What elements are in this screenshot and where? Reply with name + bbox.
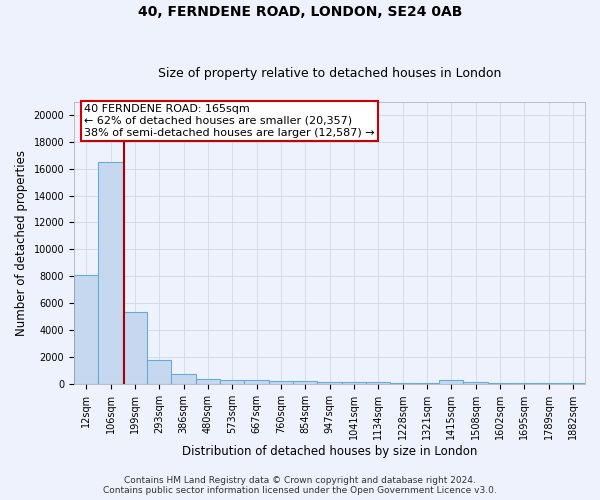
Bar [341,382,366,384]
Bar [415,382,439,384]
Bar [391,382,415,384]
Bar [74,275,98,384]
Bar [439,380,463,384]
Bar [220,380,244,384]
Bar [172,374,196,384]
X-axis label: Distribution of detached houses by size in London: Distribution of detached houses by size … [182,444,477,458]
Text: Contains HM Land Registry data © Crown copyright and database right 2024.
Contai: Contains HM Land Registry data © Crown c… [103,476,497,495]
Bar [317,382,341,384]
Bar [463,382,488,384]
Y-axis label: Number of detached properties: Number of detached properties [15,150,28,336]
Bar [488,382,512,384]
Bar [147,360,172,384]
Bar [366,382,391,384]
Bar [269,381,293,384]
Bar [512,382,536,384]
Bar [122,312,147,384]
Text: 40, FERNDENE ROAD, LONDON, SE24 0AB: 40, FERNDENE ROAD, LONDON, SE24 0AB [138,5,462,19]
Title: Size of property relative to detached houses in London: Size of property relative to detached ho… [158,66,501,80]
Bar [293,382,317,384]
Text: 40 FERNDENE ROAD: 165sqm
← 62% of detached houses are smaller (20,357)
38% of se: 40 FERNDENE ROAD: 165sqm ← 62% of detach… [84,104,375,138]
Bar [196,378,220,384]
Bar [536,383,560,384]
Bar [244,380,269,384]
Bar [560,383,585,384]
Bar [98,162,122,384]
